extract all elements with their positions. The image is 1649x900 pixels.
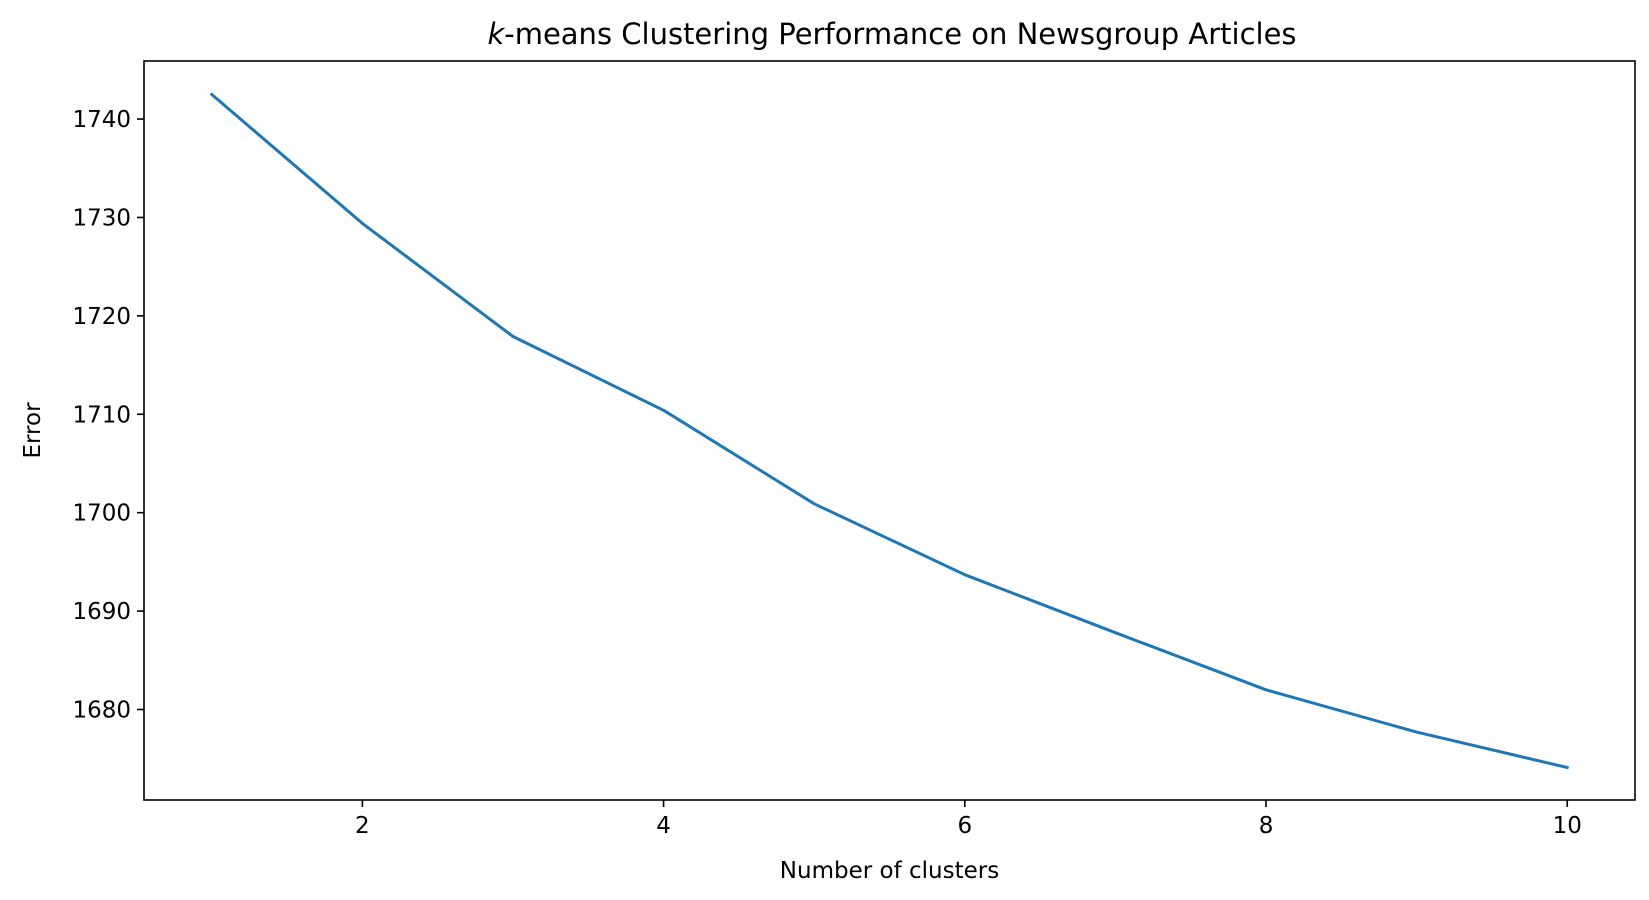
axis-ticks: 2 4 6 8 10 1680 1690 1700 1710 1720 1730 1740 bbox=[72, 107, 1581, 839]
x-tick-label: 2 bbox=[355, 813, 370, 839]
series-marks bbox=[209, 92, 1570, 770]
chart-title: k-means Clustering Performance on Newsgr… bbox=[487, 17, 1296, 51]
y-axis-label: Error bbox=[20, 402, 46, 459]
y-tick-label: 1730 bbox=[72, 205, 131, 231]
y-tick-label: 1690 bbox=[72, 599, 131, 625]
y-tick-label: 1720 bbox=[72, 304, 131, 330]
y-tick-label: 1700 bbox=[72, 501, 131, 527]
x-tick-label: 8 bbox=[1259, 813, 1274, 839]
x-tick-label: 10 bbox=[1553, 813, 1582, 839]
x-axis-label: Number of clusters bbox=[780, 858, 999, 884]
x-tick-label: 6 bbox=[957, 813, 972, 839]
y-tick-label: 1680 bbox=[72, 697, 131, 723]
y-tick-label: 1710 bbox=[72, 402, 131, 428]
x-tick-label: 4 bbox=[656, 813, 671, 839]
plot-frame bbox=[143, 60, 1636, 801]
chart-title-rest: -means Clustering Performance on Newsgro… bbox=[504, 17, 1296, 51]
y-tick-label: 1740 bbox=[72, 107, 131, 133]
chart-title-k: k bbox=[487, 17, 505, 51]
series-line-0 bbox=[209, 92, 1570, 770]
